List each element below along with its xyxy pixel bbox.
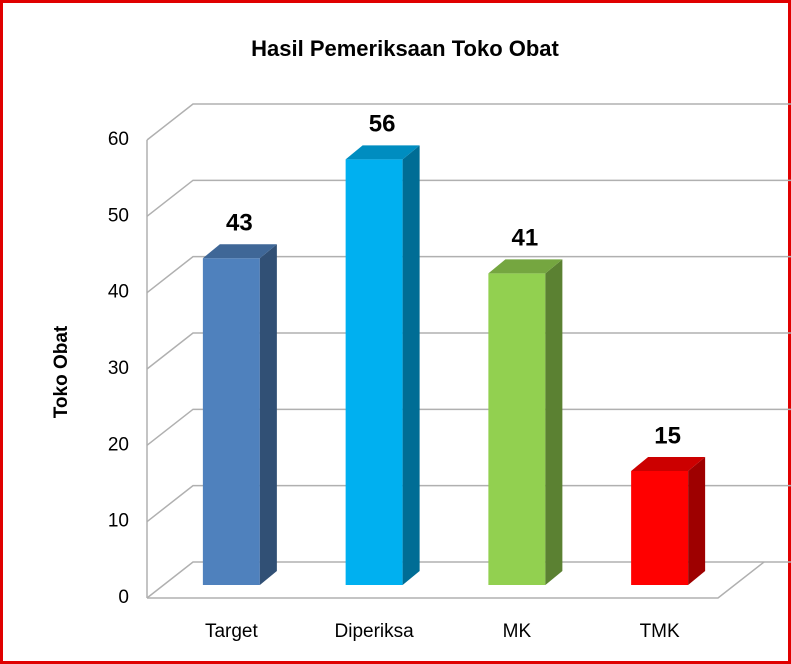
y-tick-label: 40 — [108, 282, 129, 303]
y-tick-label: 0 — [118, 587, 129, 608]
bar-top — [488, 259, 563, 274]
data-label: 56 — [369, 111, 396, 138]
grid-line — [146, 103, 791, 141]
x-tick-label: MK — [503, 621, 532, 642]
grid-line — [146, 484, 791, 523]
grid-line — [146, 408, 791, 446]
grid-line — [146, 255, 791, 294]
bar-side — [688, 457, 706, 585]
bar-front — [202, 258, 260, 585]
bar — [202, 244, 277, 585]
y-tick-label: 30 — [108, 358, 129, 379]
grid-line — [146, 561, 791, 599]
x-tick-label: Diperiksa — [335, 621, 415, 642]
y-axis-title: Toko Obat — [51, 325, 72, 418]
grid-line — [146, 332, 791, 370]
floor — [147, 561, 765, 599]
bar-top — [345, 145, 420, 160]
data-label: 43 — [226, 210, 253, 237]
bar-front — [345, 159, 403, 585]
y-tick-label: 50 — [108, 205, 129, 226]
bar-top — [202, 244, 277, 259]
data-label: 15 — [654, 422, 681, 449]
y-tick-label: 20 — [108, 434, 129, 455]
chart-title: Hasil Pemeriksaan Toko Obat — [251, 36, 559, 61]
bar-side — [259, 244, 277, 585]
x-tick-label: TMK — [640, 621, 680, 642]
bar-side — [402, 145, 420, 585]
bar — [488, 259, 563, 585]
grid-line — [146, 179, 791, 217]
data-label: 41 — [512, 225, 539, 252]
bar-front — [488, 273, 546, 585]
y-tick-label: 10 — [108, 511, 129, 532]
bar — [345, 145, 420, 585]
x-tick-label: Target — [205, 621, 259, 642]
bar-front — [631, 471, 689, 585]
bar-side — [545, 259, 563, 585]
bar-top — [631, 457, 706, 471]
bar — [631, 457, 706, 585]
y-tick-label: 60 — [108, 129, 129, 150]
